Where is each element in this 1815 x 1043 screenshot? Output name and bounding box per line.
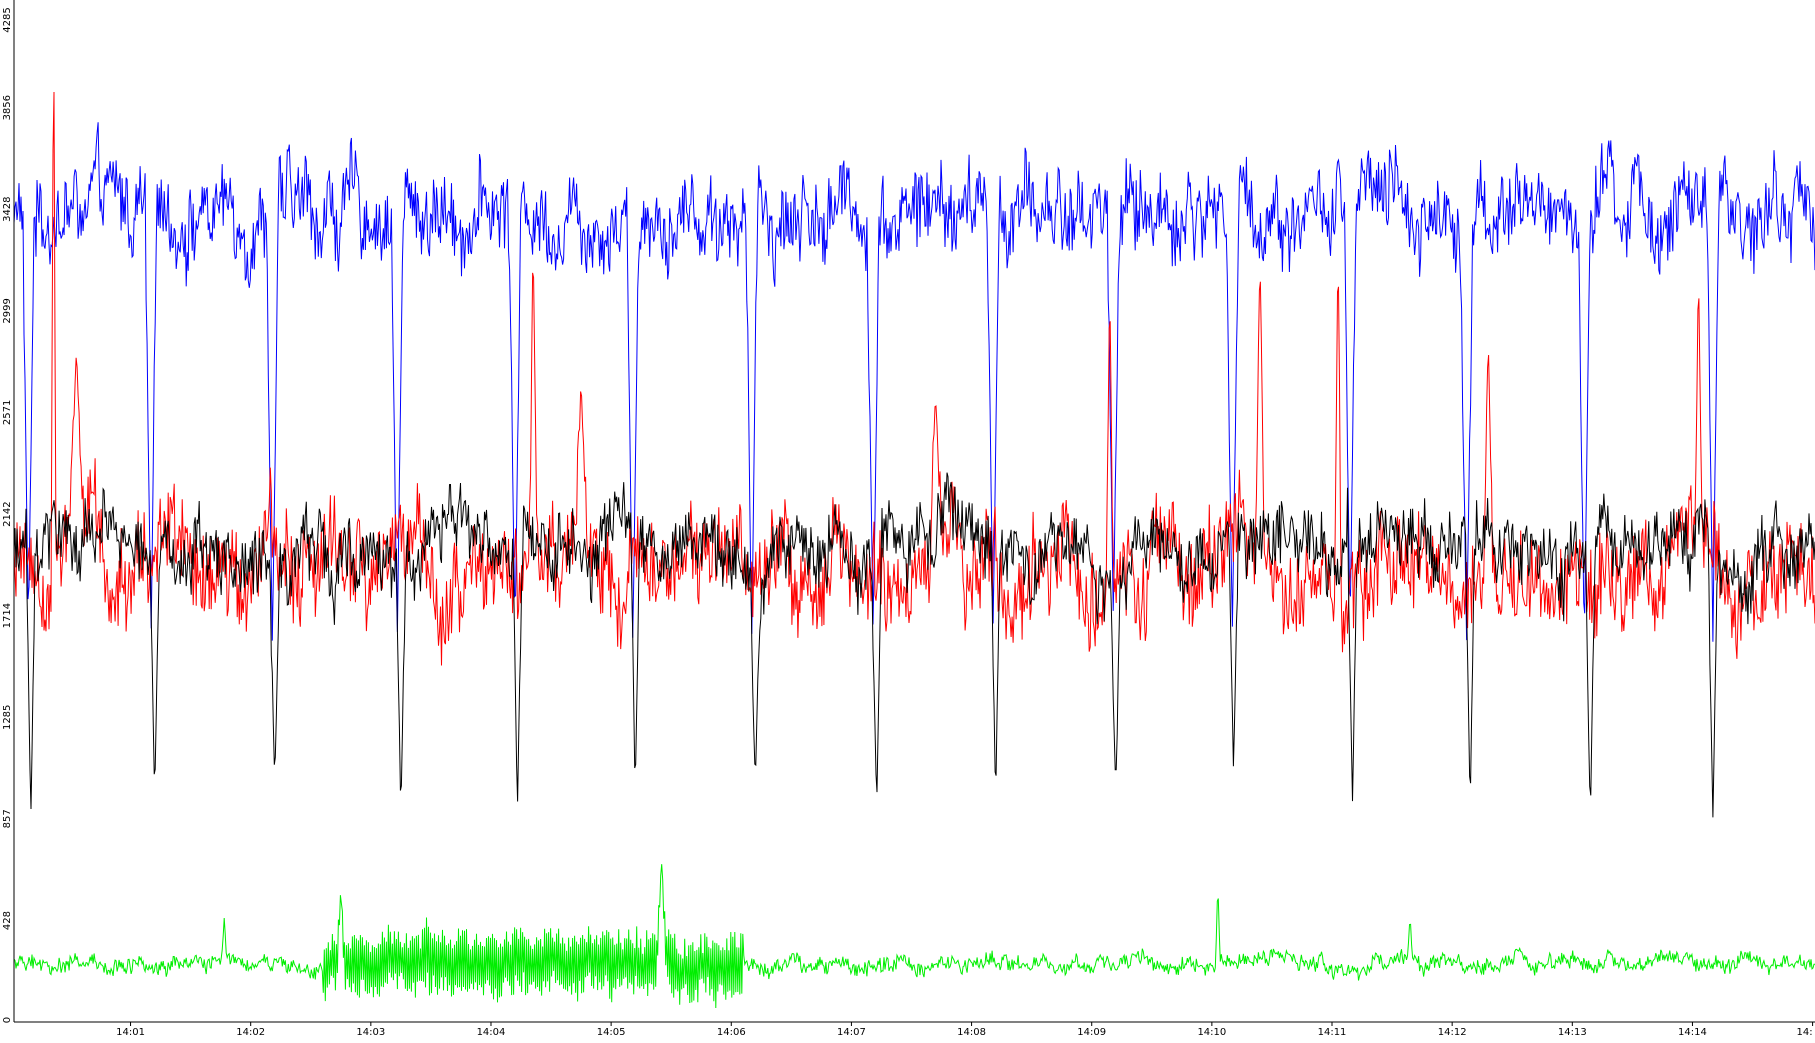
y-tick-label: 1714 xyxy=(2,603,13,628)
x-tick-label: 14:02 xyxy=(236,1027,265,1038)
x-tick-label: 14:04 xyxy=(477,1027,506,1038)
y-tick-label: 3856 xyxy=(2,95,13,120)
y-tick-label: 2142 xyxy=(2,501,13,526)
series-layer xyxy=(13,91,1815,1009)
y-tick-label: 428 xyxy=(2,911,13,930)
series-line-3 xyxy=(13,472,1815,818)
x-tick-label: 14:06 xyxy=(717,1027,746,1038)
series-line-4 xyxy=(13,864,1815,1009)
x-tick-label: 14:09 xyxy=(1077,1027,1106,1038)
x-tick-label: 14:11 xyxy=(1318,1027,1347,1038)
x-tick-label: 14:13 xyxy=(1558,1027,1587,1038)
y-tick-label: 0 xyxy=(2,1017,13,1023)
x-tick-label: 14:03 xyxy=(356,1027,385,1038)
y-tick-label: 2571 xyxy=(2,400,13,425)
y-tick-label: 4285 xyxy=(2,7,13,32)
y-tick-label: 1285 xyxy=(2,705,13,730)
x-tick-label: 14: xyxy=(1797,1027,1813,1038)
x-tick-label: 14:14 xyxy=(1678,1027,1707,1038)
y-tick-label: 2999 xyxy=(2,298,13,323)
y-tick-label: 3428 xyxy=(2,196,13,221)
x-tick-label: 14:08 xyxy=(957,1027,986,1038)
x-tick-label: 14:07 xyxy=(837,1027,866,1038)
x-tick-label: 14:01 xyxy=(116,1027,145,1038)
x-tick-label: 14:12 xyxy=(1438,1027,1467,1038)
series-line-1 xyxy=(13,122,1815,642)
x-tick-label: 14:05 xyxy=(597,1027,626,1038)
y-tick-label: 857 xyxy=(2,809,13,828)
x-tick-label: 14:10 xyxy=(1197,1027,1226,1038)
